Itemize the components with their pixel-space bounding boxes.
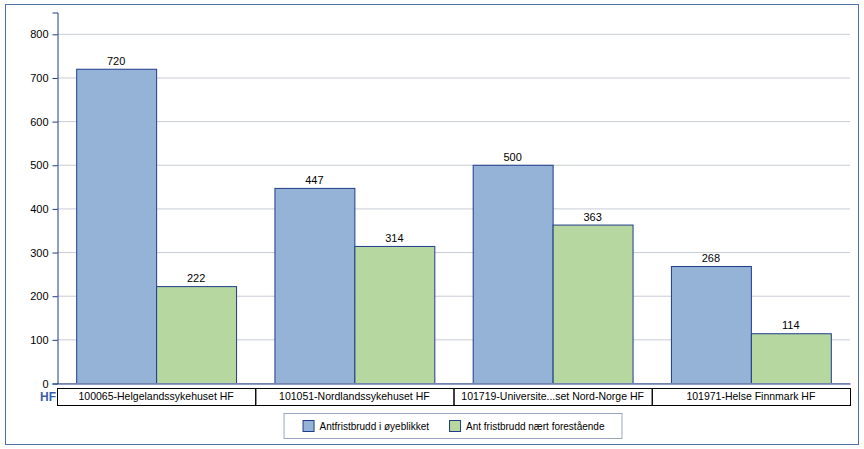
grid-line bbox=[57, 383, 850, 384]
x-tick: 101719-Universite...set Nord-Norge HF bbox=[461, 390, 644, 402]
bar bbox=[77, 69, 157, 383]
x-tick: 101051-Nordlandssykehuset HF bbox=[279, 390, 430, 402]
x-tick-label: 101971-Helse Finnmark HF bbox=[686, 390, 815, 402]
x-axis-line bbox=[58, 384, 851, 385]
data-label: 720 bbox=[107, 55, 125, 67]
y-tick-label: 0 bbox=[42, 378, 48, 390]
y-tick-mark bbox=[53, 296, 58, 297]
x-tick-label: 101051-Nordlandssykehuset HF bbox=[279, 390, 430, 402]
y-tick: 0 bbox=[42, 378, 57, 390]
y-tick-mark bbox=[53, 253, 58, 254]
x-tick-label: 101719-Universite...set Nord-Norge HF bbox=[461, 390, 644, 402]
y-tick-mark bbox=[53, 78, 58, 79]
y-tick: 100 bbox=[30, 334, 57, 346]
data-labels: 720 447 500 268 222 314 363 114 bbox=[107, 55, 800, 332]
bar bbox=[671, 267, 751, 383]
bars bbox=[77, 69, 832, 383]
y-axis-line bbox=[53, 13, 59, 384]
bar bbox=[553, 225, 633, 383]
grid-line bbox=[57, 252, 850, 253]
x-axis: 100065-Helgelandssykehuset HF 101051-Nord… bbox=[58, 384, 851, 402]
bar bbox=[355, 246, 435, 383]
y-tick-label: 400 bbox=[30, 203, 48, 215]
legend-label: Ant fristbrudd nært forestående bbox=[466, 421, 605, 432]
y-tick-label: 800 bbox=[30, 28, 48, 40]
y-tick-label: 500 bbox=[30, 159, 48, 171]
legend-frame bbox=[284, 414, 622, 439]
y-tick: 200 bbox=[30, 290, 57, 302]
y-tick-label: 100 bbox=[30, 334, 48, 346]
y-tick: 300 bbox=[30, 247, 57, 259]
category-box bbox=[652, 389, 850, 406]
y-axis: 0 100 200 300 400 500 600 700 800 bbox=[30, 13, 58, 390]
data-label: 447 bbox=[305, 174, 323, 186]
x-axis-title: HF bbox=[40, 390, 56, 404]
y-tick: 800 bbox=[30, 28, 57, 40]
y-tick-label: 200 bbox=[30, 290, 48, 302]
grid bbox=[57, 34, 850, 383]
y-tick-mark bbox=[53, 384, 58, 385]
data-label: 268 bbox=[702, 252, 720, 264]
bar bbox=[157, 287, 237, 383]
data-label: 500 bbox=[503, 151, 521, 163]
grid-line bbox=[57, 34, 850, 35]
data-label: 222 bbox=[187, 272, 205, 284]
data-label: 114 bbox=[782, 319, 800, 331]
y-tick-mark bbox=[53, 165, 58, 166]
y-tick-mark bbox=[53, 122, 58, 123]
y-tick-mark bbox=[53, 340, 58, 341]
category-box bbox=[256, 389, 454, 406]
legend-label: Antfristbrudd i øyeblikket bbox=[320, 421, 430, 432]
x-tick: 101971-Helse Finnmark HF bbox=[686, 390, 815, 402]
category-box bbox=[58, 389, 256, 406]
category-box bbox=[454, 389, 652, 406]
grid-line bbox=[57, 208, 850, 209]
y-tick-label: 300 bbox=[30, 247, 48, 259]
y-tick: 700 bbox=[30, 72, 57, 84]
legend-swatch bbox=[450, 421, 461, 432]
grid-line bbox=[57, 165, 850, 166]
grid-line bbox=[57, 121, 850, 122]
data-label: 363 bbox=[583, 211, 601, 223]
chart: 720 447 500 268 222 314 363 114 0 100 200 300 400 500… bbox=[0, 0, 864, 449]
chart-frame bbox=[6, 5, 859, 445]
grid-line bbox=[57, 77, 850, 78]
category-boxes bbox=[58, 389, 851, 406]
legend: Antfristbrudd i øyeblikket Ant fristbrudd… bbox=[284, 414, 622, 439]
y-tick-mark bbox=[53, 209, 58, 210]
legend-swatch bbox=[303, 421, 314, 432]
bar bbox=[751, 334, 831, 383]
y-tick: 600 bbox=[30, 116, 57, 128]
y-tick: 400 bbox=[30, 203, 57, 215]
bar bbox=[275, 188, 355, 383]
x-tick-label: 100065-Helgelandssykehuset HF bbox=[78, 390, 233, 402]
y-tick-label: 700 bbox=[30, 72, 48, 84]
y-tick: 500 bbox=[30, 159, 57, 171]
y-tick-label: 600 bbox=[30, 116, 48, 128]
data-label: 314 bbox=[385, 232, 403, 244]
y-tick-mark bbox=[53, 34, 58, 35]
legend-item: Ant fristbrudd nært forestående bbox=[450, 421, 605, 433]
legend-item: Antfristbrudd i øyeblikket bbox=[303, 421, 429, 433]
bar bbox=[473, 165, 553, 383]
x-tick: 100065-Helgelandssykehuset HF bbox=[78, 390, 233, 402]
